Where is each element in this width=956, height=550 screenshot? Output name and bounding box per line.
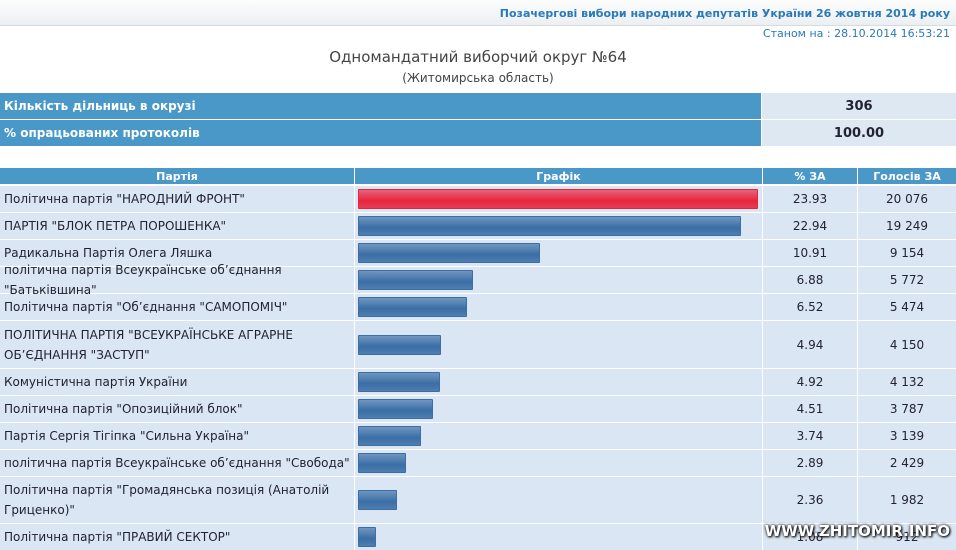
party-name: політична партія Всеукраїнське об’єднанн… [0, 450, 354, 476]
party-name: Радикальна Партія Олега Ляшка [0, 240, 354, 266]
column-header: % ЗА [763, 168, 857, 184]
votes: 3 787 [858, 396, 956, 422]
status: Станом на : 28.10.2014 16:53:21 [763, 27, 950, 40]
status-label: Станом на : [762, 27, 831, 40]
percent-bar [358, 297, 467, 317]
party-name: Політична партія "Опозиційний блок" [0, 396, 354, 422]
percent: 3.74 [763, 423, 857, 449]
percent-bar [358, 399, 434, 419]
percent: 2.36 [763, 477, 857, 523]
percent: 4.94 [763, 321, 857, 368]
percent: 2.89 [763, 450, 857, 476]
votes: 20 076 [858, 186, 956, 212]
party-name: Політична партія "Об’єднання "САМОПОМІЧ" [0, 294, 354, 320]
summary-label: Кількість дільниць в окрузі [0, 93, 761, 119]
percent-bar [358, 270, 473, 290]
percent: 1.08 [763, 524, 857, 550]
graph-cell [355, 423, 762, 449]
party-name: Політична партія "Громадянська позиція (… [0, 477, 354, 523]
percent-bar [358, 189, 758, 209]
district-region: (Житомирська область) [402, 71, 554, 85]
election-title: Позачергові вибори народних депутатів Ук… [499, 7, 950, 20]
votes: 9 154 [858, 240, 956, 266]
votes: 4 150 [858, 321, 956, 368]
percent: 23.93 [763, 186, 857, 212]
percent-bar [358, 243, 541, 263]
party-name: Політична партія "ПРАВИЙ СЕКТОР" [0, 524, 354, 550]
party-name: ПОЛІТИЧНА ПАРТІЯ "ВСЕУКРАЇНСЬКЕ АГРАРНЕ … [0, 321, 354, 368]
percent-bar [358, 453, 407, 473]
party-name: Комуністична партія України [0, 369, 354, 395]
percent: 10.91 [763, 240, 857, 266]
percent: 4.51 [763, 396, 857, 422]
votes: 19 249 [858, 213, 956, 239]
watermark: WWW.ZHITOMIR.INFO [764, 522, 950, 540]
percent-bar [358, 490, 398, 510]
votes: 2 429 [858, 450, 956, 476]
party-name: ПАРТІЯ "БЛОК ПЕТРА ПОРОШЕНКА" [0, 213, 354, 239]
percent-bar [358, 372, 441, 392]
graph-cell [355, 524, 762, 550]
party-name: Політична партія "НАРОДНИЙ ФРОНТ" [0, 186, 354, 212]
column-header: Голосів ЗА [858, 168, 956, 184]
votes: 1 982 [858, 477, 956, 523]
percent-bar [358, 527, 377, 547]
column-header: Графік [355, 168, 762, 184]
votes: 912 [858, 524, 956, 550]
percent: 6.52 [763, 294, 857, 320]
percent-bar [358, 334, 441, 355]
summary-value: 100.00 [762, 120, 956, 146]
votes: 4 132 [858, 369, 956, 395]
column-header: Партія [0, 168, 354, 184]
votes: 5 772 [858, 267, 956, 293]
party-name: Партія Сергія Тігіпка "Сильна Україна" [0, 423, 354, 449]
district-title: Одномандатний виборчий округ №64 [329, 48, 627, 66]
status-time: 28.10.2014 16:53:21 [834, 27, 950, 40]
votes: 3 139 [858, 423, 956, 449]
percent: 22.94 [763, 213, 857, 239]
votes: 5 474 [858, 294, 956, 320]
percent-bar [358, 426, 421, 446]
summary-label: % опрацьованих протоколів [0, 120, 761, 146]
party-name: політична партія Всеукраїнське об’єднанн… [0, 263, 354, 297]
percent-bar [358, 216, 742, 236]
summary-value: 306 [762, 93, 956, 119]
percent: 6.88 [763, 267, 857, 293]
graph-cell [355, 477, 762, 523]
percent: 4.92 [763, 369, 857, 395]
graph-cell [355, 450, 762, 476]
top-bar [0, 0, 956, 26]
